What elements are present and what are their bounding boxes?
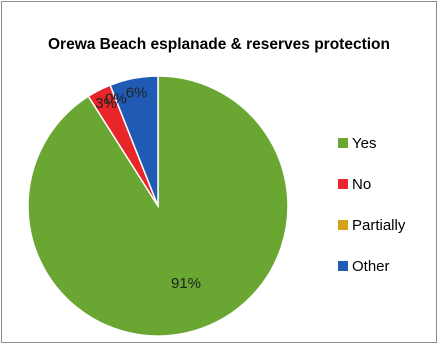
legend: Yes No Partially Other	[338, 133, 405, 297]
legend-label-no: No	[352, 175, 372, 193]
legend-swatch-no	[338, 179, 348, 189]
data-label-other: 6%	[126, 85, 148, 102]
legend-swatch-partially	[338, 220, 348, 230]
pie-slice-other	[109, 75, 159, 207]
pie-data-labels: 91% 3%0%6%	[95, 85, 201, 292]
legend-label-yes: Yes	[352, 134, 377, 152]
legend-swatch-other	[338, 261, 348, 271]
legend-label-partially: Partially	[352, 216, 406, 234]
legend-item-partially: Partially	[338, 215, 405, 235]
legend-item-other: Other	[338, 256, 405, 276]
legend-item-no: No	[338, 174, 405, 194]
legend-swatch-yes	[338, 138, 348, 148]
legend-item-yes: Yes	[338, 133, 405, 153]
data-label-yes: 91%	[171, 275, 201, 292]
chart-title: Orewa Beach esplanade & reserves protect…	[47, 36, 390, 53]
data-label-partially: 0%	[105, 91, 127, 108]
pie-slice-yes	[27, 75, 289, 337]
legend-label-other: Other	[352, 257, 390, 275]
pie-slices	[27, 75, 289, 337]
data-label-no: 3%	[95, 95, 117, 112]
